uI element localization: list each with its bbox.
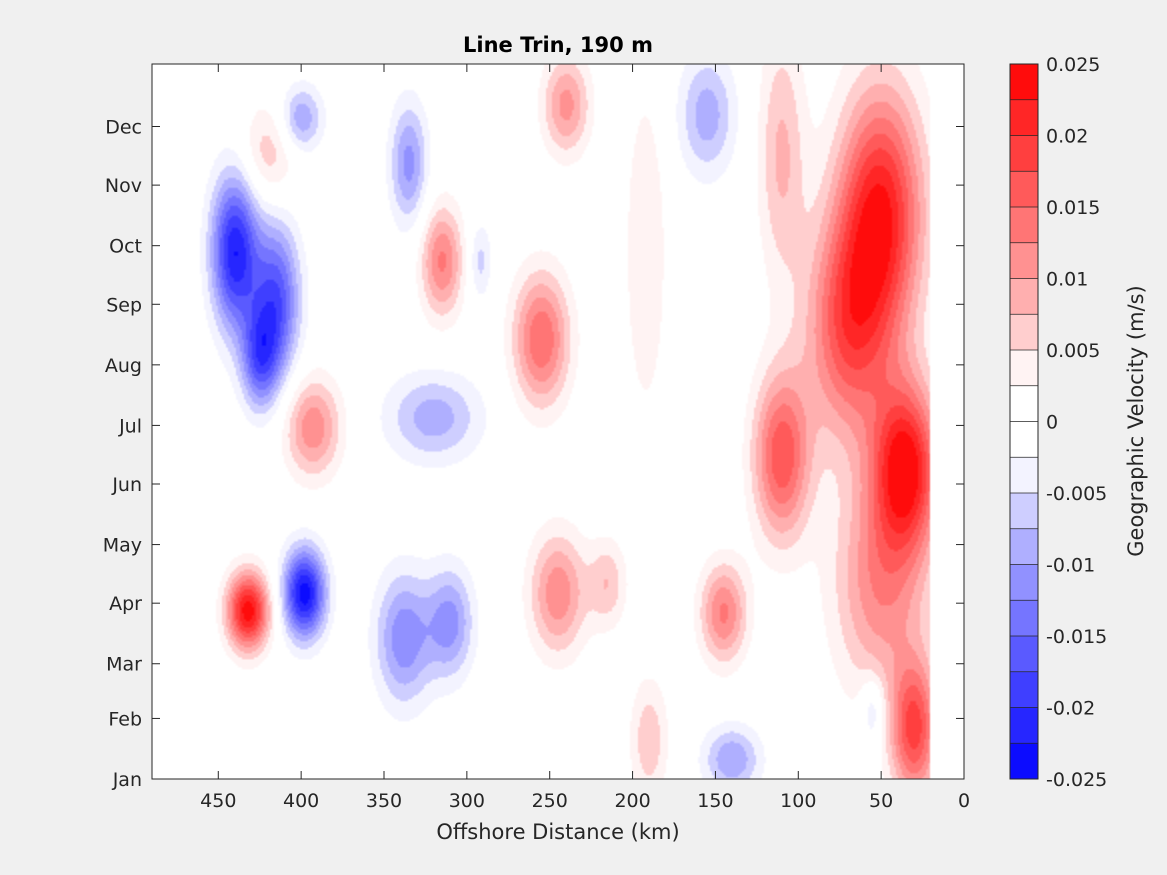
colorbar-band xyxy=(1010,278,1038,315)
colorbar-band xyxy=(1010,457,1038,493)
chart-title: Line Trin, 190 m xyxy=(463,33,653,57)
x-tick-label: 450 xyxy=(200,790,236,812)
y-tick-label: Feb xyxy=(108,708,142,730)
colorbar-band xyxy=(1010,564,1038,601)
x-tick-label: 50 xyxy=(869,790,893,812)
colorbar-tick-label: -0.02 xyxy=(1046,698,1095,720)
colorbar-band xyxy=(1010,600,1038,636)
colorbar-tick-label: 0 xyxy=(1046,412,1058,434)
x-tick-label: 350 xyxy=(366,790,402,812)
y-tick-label: Jan xyxy=(112,769,142,791)
colorbar-tick-label: 0.02 xyxy=(1046,126,1088,148)
y-tick-label: Jun xyxy=(111,474,142,496)
y-tick-label: Mar xyxy=(106,654,142,676)
colorbar-frame xyxy=(1009,63,1039,780)
y-tick-label: May xyxy=(103,535,142,557)
colorbar-band xyxy=(1010,493,1038,529)
contour-field xyxy=(152,64,964,779)
y-tick-label: Sep xyxy=(106,294,142,316)
plot-area xyxy=(151,63,965,780)
x-tick-label: 100 xyxy=(780,790,816,812)
colorbar: -0.025 -0.02 -0.015 -0.01 -0.005 0 0.005 0.01 0.… xyxy=(1009,54,1107,791)
x-tick-label: 250 xyxy=(532,790,568,812)
x-tick-label: 400 xyxy=(283,790,319,812)
colorbar-band xyxy=(1010,64,1038,100)
colorbar-band xyxy=(1010,99,1038,136)
colorbar-band xyxy=(1010,385,1038,422)
colorbar-band xyxy=(1010,528,1038,565)
x-tick-label: 200 xyxy=(614,790,650,812)
colorbar-label: Geographic Velocity (m/s) xyxy=(1124,285,1148,556)
colorbar-band xyxy=(1010,314,1038,350)
colorbar-band xyxy=(1010,171,1038,207)
colorbar-band xyxy=(1010,743,1038,779)
colorbar-band xyxy=(1010,671,1038,708)
colorbar-tick-label: 0.025 xyxy=(1046,54,1100,76)
x-tick-label: 150 xyxy=(697,790,733,812)
y-tick-label: Apr xyxy=(109,593,142,615)
colorbar-tick-label: -0.01 xyxy=(1046,555,1095,577)
colorbar-tick-label: 0.015 xyxy=(1046,197,1100,219)
colorbar-tick-label: 0.005 xyxy=(1046,340,1100,362)
x-tick-label: 0 xyxy=(958,790,970,812)
colorbar-band xyxy=(1010,207,1038,243)
y-tick-label: Oct xyxy=(109,236,142,258)
colorbar-band xyxy=(1010,242,1038,279)
y-axis: Jan Feb Mar Apr May Jun Jul Aug Sep Oct Nov Dec xyxy=(103,117,964,791)
y-tick-label: Nov xyxy=(105,175,142,197)
colorbar-tick-label: -0.015 xyxy=(1046,626,1107,648)
colorbar-tick-label: -0.005 xyxy=(1046,483,1107,505)
colorbar-band xyxy=(1010,135,1038,172)
y-tick-label: Aug xyxy=(105,355,142,377)
plot-frame xyxy=(151,63,965,780)
x-tick-label: 300 xyxy=(449,790,485,812)
y-tick-label: Jul xyxy=(118,415,142,437)
x-axis: 450 400 350 300 250 200 150 100 50 0 xyxy=(200,64,970,812)
colorbar-band xyxy=(1010,421,1038,458)
colorbar-band xyxy=(1010,350,1038,386)
colorbar-tick-label: -0.025 xyxy=(1046,769,1107,791)
colorbar-tick-label: 0.01 xyxy=(1046,269,1088,291)
x-axis-label: Offshore Distance (km) xyxy=(436,820,679,844)
colorbar-band xyxy=(1010,707,1038,744)
colorbar-band xyxy=(1010,636,1038,672)
y-tick-label: Dec xyxy=(105,117,142,139)
